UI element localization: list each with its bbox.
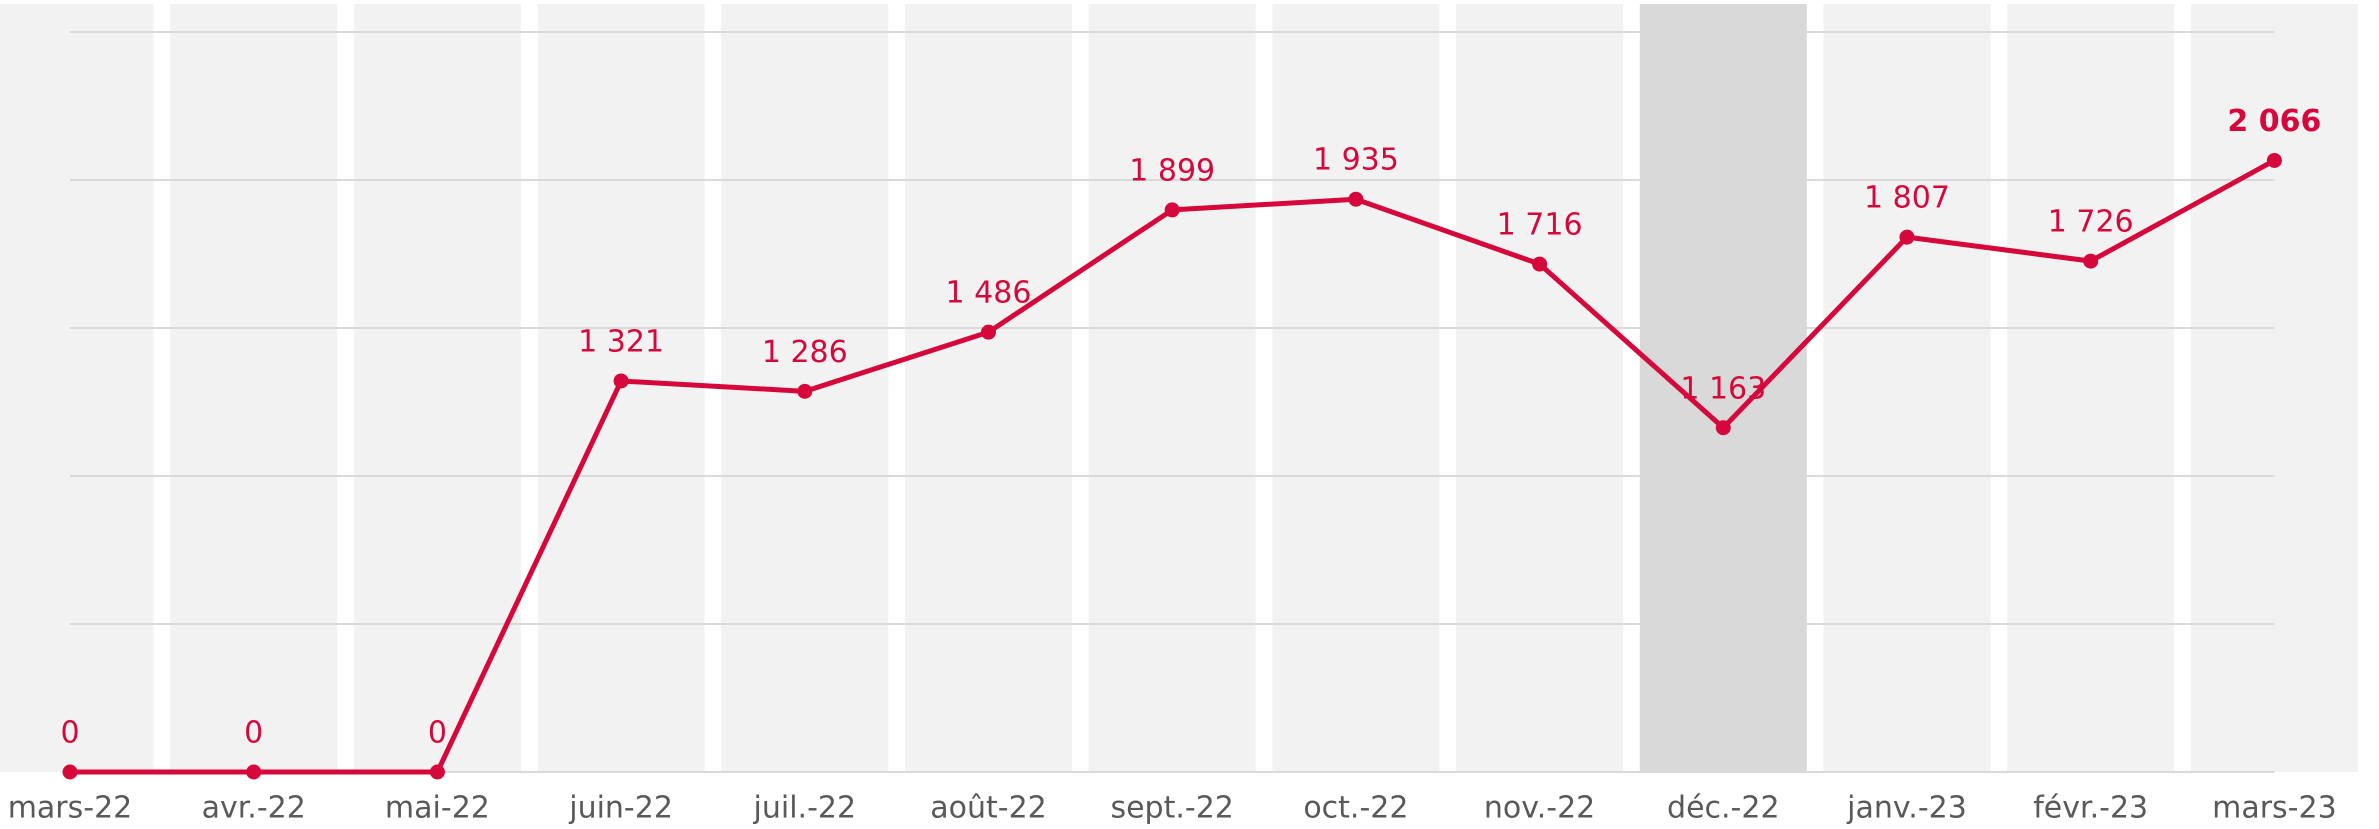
x-tick-label: mars-23: [2212, 791, 2337, 826]
data-point: [797, 383, 813, 399]
column-band: [353, 4, 521, 772]
column-band: [1272, 4, 1440, 772]
data-label: 1 807: [1864, 181, 1950, 216]
data-point: [2083, 253, 2099, 269]
x-tick-label: juin-22: [568, 791, 673, 826]
x-tick-label: oct.-22: [1303, 791, 1408, 826]
data-label: 1 716: [1497, 208, 1583, 243]
data-point: [62, 764, 78, 780]
column-band: [1088, 4, 1256, 772]
data-point: [613, 373, 629, 389]
column-band: [1823, 4, 1991, 772]
x-tick-label: janv.-23: [1846, 791, 1967, 826]
data-point: [429, 764, 445, 780]
data-point: [246, 764, 262, 780]
data-label: 1 321: [578, 324, 664, 359]
x-tick-label: juil.-22: [753, 791, 857, 826]
column-band: [1639, 4, 1807, 772]
data-label: 1 486: [946, 276, 1032, 311]
data-point: [1899, 229, 1915, 245]
x-tick-label: nov.-22: [1484, 791, 1595, 826]
column-band: [1456, 4, 1624, 772]
data-label: 1 935: [1313, 143, 1399, 178]
column-band: [170, 4, 338, 772]
data-point: [1532, 256, 1548, 272]
x-tick-label: févr.-23: [2033, 791, 2148, 826]
data-point: [1348, 191, 1364, 207]
x-tick-label: mars-22: [8, 791, 133, 826]
column-band: [905, 4, 1072, 772]
data-label: 0: [428, 716, 447, 751]
data-label: 0: [60, 716, 79, 751]
x-tick-label: avr.-22: [202, 791, 306, 826]
data-point: [1715, 420, 1731, 436]
column-band: [2007, 4, 2175, 772]
data-point: [2266, 152, 2282, 168]
x-tick-label: août-22: [930, 791, 1047, 826]
data-label: 1 726: [2048, 205, 2134, 240]
x-tick-label: sept.-22: [1110, 791, 1233, 826]
data-label: 0: [244, 716, 263, 751]
x-tick-label: déc.-22: [1667, 791, 1780, 826]
column-band: [0, 4, 154, 772]
data-label: 1 286: [762, 335, 848, 370]
data-point: [1164, 202, 1180, 218]
column-band: [2190, 4, 2358, 772]
x-tick-label: mai-22: [385, 791, 490, 826]
data-label: 2 066: [2227, 104, 2321, 139]
data-label: 1 163: [1680, 371, 1766, 406]
data-point: [981, 324, 996, 340]
data-label: 1 899: [1129, 153, 1215, 188]
